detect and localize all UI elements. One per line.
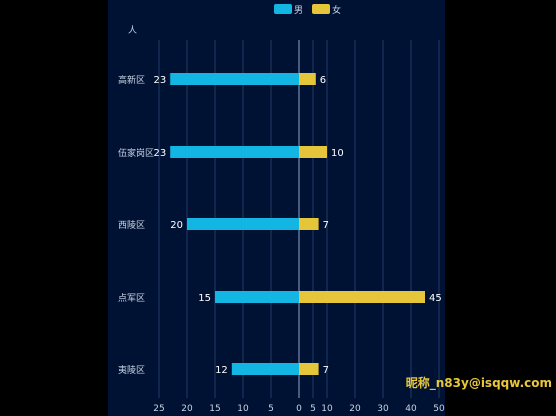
data-label-female: 6 <box>320 75 326 86</box>
x-tick-label: 0 <box>296 404 302 414</box>
data-label-male: 12 <box>215 365 228 376</box>
x-tick-label: 50 <box>433 404 445 414</box>
data-label-female: 7 <box>323 220 329 231</box>
category-label: 高新区 <box>118 74 145 86</box>
bar-male <box>170 73 299 85</box>
bar-male <box>231 363 299 375</box>
legend-swatch <box>312 4 330 14</box>
x-tick-label: 25 <box>153 404 164 414</box>
data-label-male: 23 <box>153 75 166 86</box>
bar-female <box>299 73 316 85</box>
bar-female <box>299 291 425 303</box>
bar-female <box>299 218 319 230</box>
y-axis-label: 人 <box>128 25 137 36</box>
category-label: 夷陵区 <box>118 364 145 376</box>
watermark-text: 昵称_n83y@isqqw.com <box>405 376 552 390</box>
data-label-male: 23 <box>153 148 166 159</box>
x-tick-label: 30 <box>377 404 389 414</box>
bar-female <box>299 146 327 158</box>
x-tick-label: 20 <box>181 404 193 414</box>
bar-male <box>215 291 299 303</box>
data-label-male: 20 <box>170 220 183 231</box>
category-label: 点军区 <box>118 293 145 304</box>
x-tick-label: 10 <box>321 404 333 414</box>
chart-panel <box>108 0 445 416</box>
data-label-male: 15 <box>198 293 211 304</box>
legend-label: 男 <box>294 5 303 16</box>
category-label: 西陵区 <box>118 220 145 231</box>
x-tick-label: 40 <box>405 404 417 414</box>
bar-female <box>299 363 319 375</box>
legend-label: 女 <box>332 4 341 16</box>
data-label-female: 10 <box>331 148 344 159</box>
x-tick-label: 5 <box>268 404 274 414</box>
x-tick-label: 15 <box>209 404 220 414</box>
category-label: 伍家岗区 <box>118 147 154 159</box>
bar-male <box>170 146 299 158</box>
x-tick-label: 10 <box>237 404 249 414</box>
bar-male <box>187 218 299 230</box>
legend-swatch <box>274 4 292 14</box>
data-label-female: 45 <box>429 293 442 304</box>
x-tick-label: 5 <box>310 404 316 414</box>
data-label-female: 7 <box>323 365 329 376</box>
x-tick-label: 20 <box>349 404 361 414</box>
